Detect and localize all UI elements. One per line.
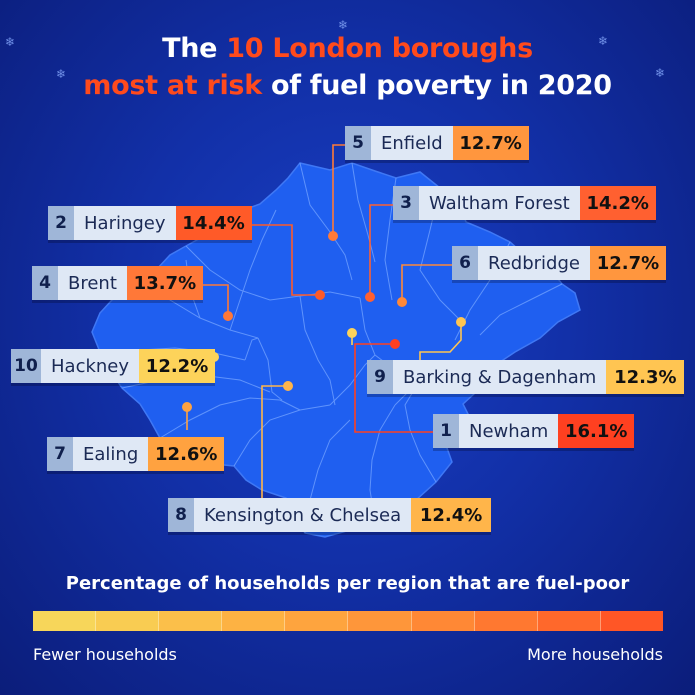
title-highlight-1: 10 London boroughs — [226, 33, 533, 64]
label-enfield: 5 Enfield 12.7% — [345, 126, 529, 160]
borough-name: Redbridge — [478, 246, 590, 280]
scale-segment — [96, 611, 160, 631]
scale-segment — [222, 611, 286, 631]
marker-newham — [390, 339, 400, 349]
borough-name: Haringey — [74, 206, 176, 240]
scale-segment — [411, 611, 475, 631]
marker-redbridge — [397, 297, 407, 307]
marker-enfield — [328, 231, 338, 241]
borough-name: Waltham Forest — [419, 186, 580, 220]
borough-value: 12.7% — [589, 246, 666, 280]
borough-name: Enfield — [371, 126, 453, 160]
label-kensington-chelsea: 8 Kensington & Chelsea 12.4% — [168, 498, 492, 532]
rank-badge: 8 — [168, 498, 194, 532]
snowflake-icon: ❄ — [598, 34, 609, 48]
title-highlight-2: most at risk — [83, 70, 262, 101]
rank-badge: 5 — [345, 126, 371, 160]
title-line-1: The 10 London boroughs — [162, 33, 533, 64]
scale-segment — [33, 611, 97, 631]
borough-value: 12.2% — [139, 349, 216, 383]
snowflake-icon: ❄ — [56, 67, 67, 81]
rank-badge: 1 — [433, 414, 459, 448]
rank-badge: 7 — [47, 437, 73, 471]
marker-barking-dagenham — [456, 317, 466, 327]
label-redbridge: 6 Redbridge 12.7% — [452, 246, 666, 280]
borough-name: Hackney — [41, 349, 140, 383]
borough-name: Newham — [459, 414, 559, 448]
rank-badge: 3 — [393, 186, 419, 220]
label-brent: 4 Brent 13.7% — [32, 266, 203, 300]
snowflake-icon: ❄ — [5, 35, 16, 49]
scale-segment — [159, 611, 223, 631]
rank-badge: 10 — [11, 349, 41, 383]
borough-value: 12.6% — [148, 437, 225, 471]
label-hackney: 10 Hackney 12.2% — [11, 349, 216, 383]
borough-value: 12.7% — [452, 126, 529, 160]
label-barking-dagenham: 9 Barking & Dagenham 12.3% — [367, 360, 685, 394]
marker-brent — [223, 311, 233, 321]
title-line-2: most at risk of fuel poverty in 2020 — [83, 70, 612, 101]
rank-badge: 9 — [367, 360, 393, 394]
borough-value: 13.7% — [126, 266, 203, 300]
scale-segment — [537, 611, 601, 631]
legend-title: Percentage of households per region that… — [65, 573, 630, 594]
label-haringey: 2 Haringey 14.4% — [48, 206, 252, 240]
label-ealing: 7 Ealing 12.6% — [47, 437, 225, 471]
snowflake-icon: ❄ — [655, 66, 666, 80]
borough-name: Kensington & Chelsea — [194, 498, 412, 532]
leader-lines — [186, 144, 462, 498]
label-waltham-forest: 3 Waltham Forest 14.2% — [393, 186, 656, 220]
borough-value: 12.4% — [411, 498, 492, 532]
marker-hackney — [347, 328, 357, 338]
borough-value: 12.3% — [606, 360, 685, 394]
title: The 10 London boroughs most at risk of f… — [0, 30, 695, 104]
marker-waltham-forest — [365, 292, 375, 302]
marker-kensington-chelsea — [283, 381, 293, 391]
rank-badge: 4 — [32, 266, 58, 300]
snowflake-icon: ❄ — [338, 18, 349, 32]
legend-low-label: Fewer households — [33, 645, 177, 664]
borough-name: Brent — [58, 266, 127, 300]
borough-value: 14.4% — [175, 206, 252, 240]
borough-value: 16.1% — [558, 414, 635, 448]
borough-name: Ealing — [73, 437, 149, 471]
scale-segment — [600, 611, 663, 631]
borough-value: 14.2% — [579, 186, 656, 220]
label-newham: 1 Newham 16.1% — [433, 414, 635, 448]
marker-ealing — [182, 402, 192, 412]
marker-haringey — [315, 290, 325, 300]
legend-high-label: More households — [527, 645, 663, 664]
rank-badge: 2 — [48, 206, 74, 240]
scale-segment — [474, 611, 538, 631]
scale-segment — [285, 611, 349, 631]
color-scale — [33, 611, 663, 631]
rank-badge: 6 — [452, 246, 478, 280]
borough-name: Barking & Dagenham — [393, 360, 607, 394]
scale-segment — [348, 611, 412, 631]
borough-markers — [182, 231, 466, 412]
